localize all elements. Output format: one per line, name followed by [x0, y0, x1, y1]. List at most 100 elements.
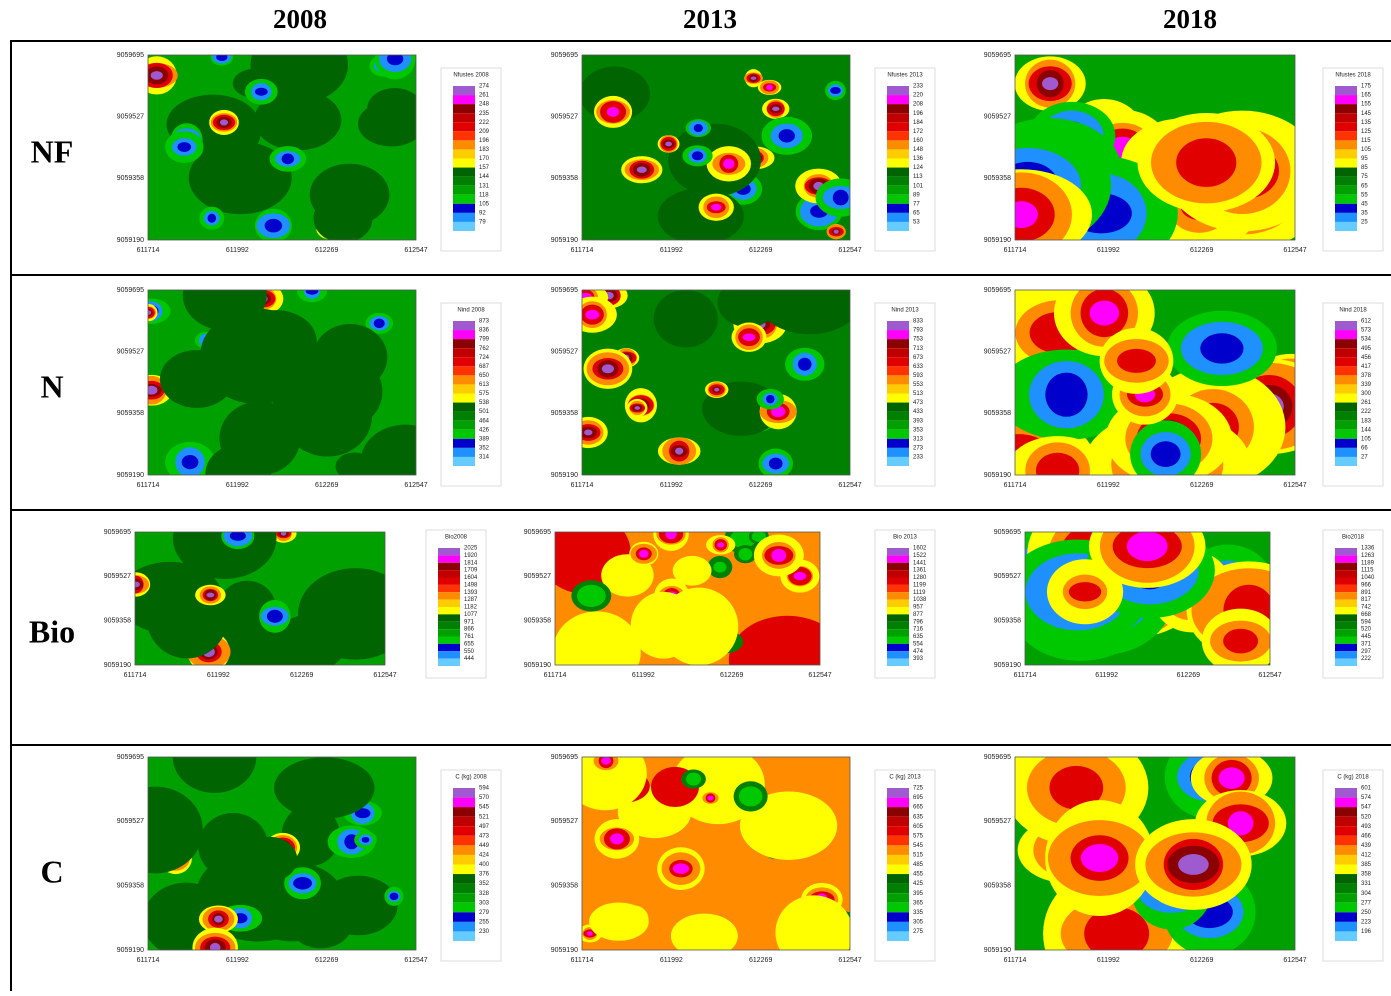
legend-value: 665 — [913, 805, 924, 811]
legend-value: 424 — [479, 853, 490, 859]
contour-band — [1045, 373, 1087, 417]
legend-value: 455 — [913, 872, 924, 878]
legend-value: 196 — [479, 138, 490, 144]
legend-swatch — [887, 855, 909, 865]
legend-swatch — [887, 903, 909, 913]
legend-value: 877 — [913, 612, 924, 618]
legend-swatch — [1335, 86, 1357, 95]
x-tick-label: 611714 — [137, 957, 160, 964]
legend-swatch — [453, 348, 475, 357]
legend-value: 2025 — [464, 546, 478, 552]
contour-map — [536, 512, 846, 704]
y-tick-label: 9059358 — [551, 410, 578, 417]
legend-swatch — [453, 412, 475, 421]
legend-value: 223 — [1361, 919, 1372, 925]
contour-band — [686, 773, 701, 786]
legend-value: 570 — [479, 795, 490, 801]
y-tick-label: 9059358 — [117, 410, 144, 417]
legend-swatch — [1335, 845, 1357, 855]
legend-value: 594 — [479, 786, 490, 792]
contour-band — [658, 188, 744, 244]
contour-band — [665, 529, 676, 539]
legend-swatch — [887, 95, 909, 104]
legend-swatch — [887, 159, 909, 168]
contour-band — [577, 585, 606, 607]
contour-band — [553, 611, 641, 691]
x-tick-label: 612269 — [749, 482, 772, 489]
legend-value: 425 — [913, 881, 924, 887]
x-tick-label: 611992 — [660, 247, 683, 254]
contour-band — [1223, 629, 1258, 654]
x-tick-label: 612269 — [1190, 957, 1213, 964]
contour-band — [313, 324, 388, 390]
legend-swatch — [453, 903, 475, 913]
legend-value: 101 — [913, 183, 924, 189]
legend-value: 155 — [1361, 102, 1372, 108]
y-tick-label: 9059358 — [984, 410, 1011, 417]
legend-value: 75 — [1361, 174, 1368, 180]
legend-value: 650 — [479, 373, 490, 379]
legend-swatch — [453, 798, 475, 808]
legend-title: Nind 2013 — [891, 308, 919, 314]
legend-swatch — [438, 622, 460, 629]
legend-swatch — [887, 330, 909, 339]
legend-swatch — [887, 555, 909, 562]
legend-swatch — [1335, 412, 1357, 421]
x-tick-label: 612547 — [1283, 957, 1306, 964]
contour-band — [1219, 767, 1245, 789]
legend-value: 545 — [479, 805, 490, 811]
y-tick-label: 9059190 — [994, 662, 1021, 669]
legend-swatch — [438, 629, 460, 636]
contour-band — [602, 364, 614, 373]
legend-value: 339 — [1361, 382, 1372, 388]
x-tick-label: 611714 — [1004, 482, 1027, 489]
legend-swatch — [887, 213, 909, 222]
x-tick-label: 612269 — [749, 247, 772, 254]
legend-value: 725 — [913, 786, 924, 792]
legend-value: 255 — [479, 919, 490, 925]
legend-value: 1119 — [913, 590, 926, 596]
legend-swatch — [453, 339, 475, 348]
legend-value: 235 — [479, 111, 490, 117]
legend-value: 183 — [1361, 418, 1372, 424]
legend-value: 1441 — [913, 560, 927, 566]
x-tick-label: 611992 — [1097, 482, 1120, 489]
contour-band — [1042, 77, 1058, 90]
legend-swatch — [887, 807, 909, 817]
legend-swatch — [1335, 177, 1357, 186]
legend-swatch — [453, 195, 475, 204]
legend-value: 400 — [479, 862, 490, 868]
legend-value: 520 — [1361, 627, 1372, 633]
legend-swatch — [887, 922, 909, 932]
legend-swatch — [438, 637, 460, 644]
legend-swatch — [453, 912, 475, 922]
legend-swatch — [438, 607, 460, 614]
legend-value: 474 — [913, 649, 924, 655]
legend-value: 575 — [479, 391, 490, 397]
contour-band — [564, 736, 647, 810]
legend-swatch — [887, 131, 909, 140]
contour-band — [387, 52, 403, 65]
row-label: NF — [31, 133, 74, 169]
legend-value: 303 — [479, 900, 490, 906]
contour-band — [1178, 854, 1209, 875]
legend-swatch — [887, 430, 909, 439]
legend-swatch — [887, 394, 909, 403]
y-tick-label: 9059527 — [551, 818, 578, 825]
y-tick-label: 9059695 — [117, 754, 144, 761]
legend-swatch — [1335, 168, 1357, 177]
legend-swatch — [887, 614, 909, 621]
legend-swatch — [887, 798, 909, 808]
legend-value: 353 — [913, 427, 924, 433]
legend-swatch — [1335, 629, 1357, 636]
legend-swatch — [453, 439, 475, 448]
contour-band — [1090, 301, 1120, 326]
x-tick-label: 611992 — [1097, 957, 1120, 964]
contour-map — [941, 270, 1342, 524]
x-tick-label: 611992 — [226, 247, 249, 254]
legend-swatch — [887, 651, 909, 658]
legend-title: Bio 2013 — [893, 535, 917, 541]
legend-swatch — [1335, 826, 1357, 836]
contour-band — [833, 190, 849, 206]
legend-swatch — [1335, 348, 1357, 357]
